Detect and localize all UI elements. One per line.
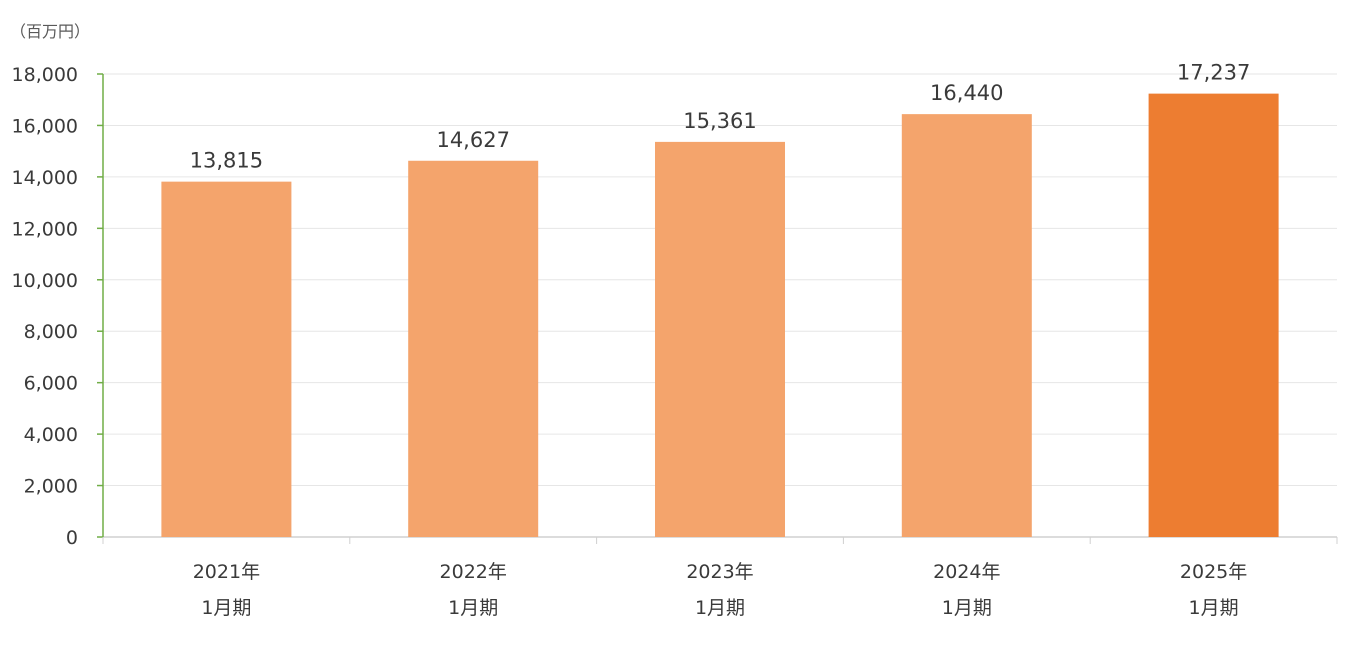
bar [408, 160, 539, 538]
y-tick-label: 18,000 [12, 64, 78, 86]
data-label: 14,627 [436, 128, 509, 152]
data-label: 16,440 [930, 81, 1003, 105]
bar [1148, 93, 1279, 538]
y-tick-label: 4,000 [24, 424, 78, 446]
unit-label: （百万円） [10, 22, 91, 41]
data-label: 15,361 [683, 109, 756, 133]
x-tick-label-year: 2024年 [933, 561, 1000, 583]
x-tick-label-period: 1月期 [201, 597, 251, 619]
y-tick-label: 0 [66, 527, 78, 549]
x-tick-label-period: 1月期 [1189, 597, 1239, 619]
data-label: 17,237 [1177, 61, 1250, 85]
y-tick-label: 2,000 [24, 476, 78, 498]
bar [161, 181, 292, 537]
x-tick-label-year: 2022年 [440, 561, 507, 583]
x-tick-label-year: 2025年 [1180, 561, 1247, 583]
y-tick-label: 8,000 [24, 321, 78, 343]
x-tick-label-period: 1月期 [942, 597, 992, 619]
data-label: 13,815 [190, 149, 263, 173]
y-tick-label: 6,000 [24, 373, 78, 395]
y-tick-label: 10,000 [12, 270, 78, 292]
y-tick-label: 16,000 [12, 115, 78, 137]
y-tick-label: 12,000 [12, 218, 78, 240]
x-tick-label-year: 2021年 [193, 561, 260, 583]
x-tick-label-period: 1月期 [695, 597, 745, 619]
bar [901, 114, 1032, 538]
x-tick-label-period: 1月期 [448, 597, 498, 619]
bar [655, 141, 785, 537]
x-tick-label-year: 2023年 [686, 561, 753, 583]
y-tick-label: 14,000 [12, 167, 78, 189]
